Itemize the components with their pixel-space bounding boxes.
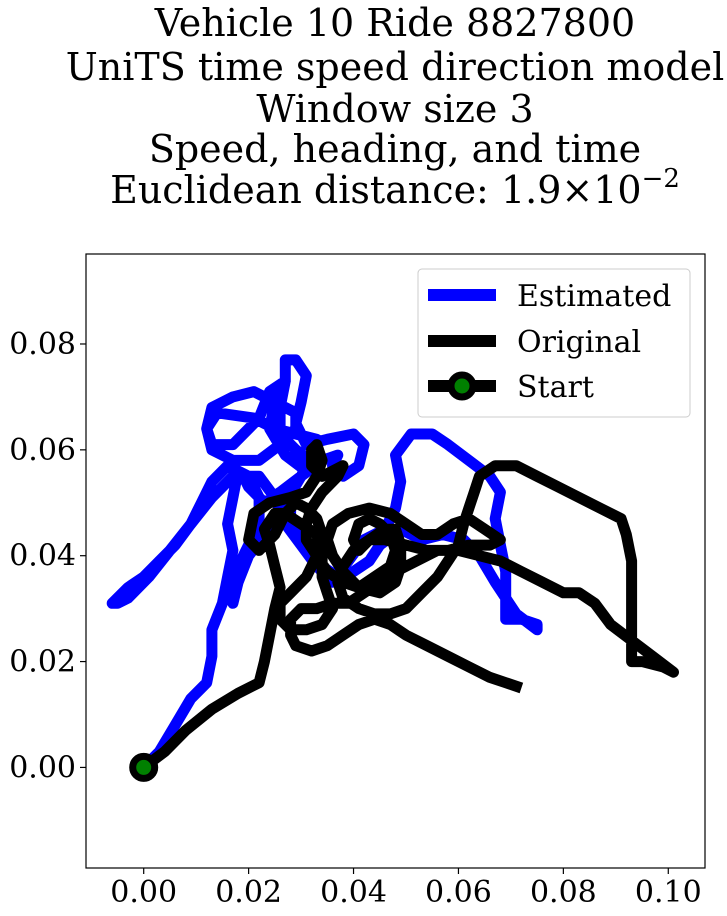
y-axis-ticks: 0.00 0.02 0.04 0.06 0.08 — [9, 327, 86, 785]
x-tick-label: 0.06 — [425, 875, 492, 910]
title-line-3: Window size 3 — [256, 87, 533, 131]
start-marker — [129, 752, 159, 782]
y-tick-label: 0.08 — [9, 327, 76, 362]
x-tick-label: 0.00 — [110, 875, 177, 910]
x-tick-label: 0.02 — [215, 875, 282, 910]
title-distance-mantissa: 1.9 — [501, 168, 561, 212]
x-tick-label: 0.08 — [530, 875, 597, 910]
title-distance-prefix: Euclidean distance: — [110, 168, 501, 212]
y-tick-label: 0.00 — [9, 750, 76, 785]
title-distance-times: × — [561, 168, 593, 212]
series-layer — [106, 354, 679, 772]
title-line-2: UniTS time speed direction model — [66, 45, 725, 89]
y-tick-label: 0.06 — [9, 433, 76, 468]
title-distance-exponent: −2 — [642, 164, 680, 194]
x-tick-label: 0.04 — [320, 875, 387, 910]
marker-layer — [129, 752, 159, 782]
title-line-1: Vehicle 10 Ride 8827800 — [154, 1, 635, 45]
y-tick-label: 0.04 — [9, 539, 76, 574]
legend-label-start: Start — [517, 370, 594, 405]
chart-title: Vehicle 10 Ride 8827800 UniTS time speed… — [66, 1, 725, 212]
x-axis-ticks: 0.00 0.02 0.04 0.06 0.08 0.10 — [110, 868, 702, 910]
x-tick-label: 0.10 — [635, 875, 702, 910]
title-distance-base: 10 — [593, 168, 641, 212]
y-tick-label: 0.02 — [9, 645, 76, 680]
legend: Estimated Original Start — [417, 268, 691, 418]
legend-swatch-start-marker — [447, 371, 477, 401]
series-line-original — [140, 439, 679, 772]
title-line-5: Euclidean distance: 1.9×10−2 — [110, 164, 680, 212]
title-line-4: Speed, heading, and time — [149, 127, 641, 171]
legend-label-original: Original — [517, 325, 641, 360]
legend-label-estimated: Estimated — [517, 279, 671, 314]
